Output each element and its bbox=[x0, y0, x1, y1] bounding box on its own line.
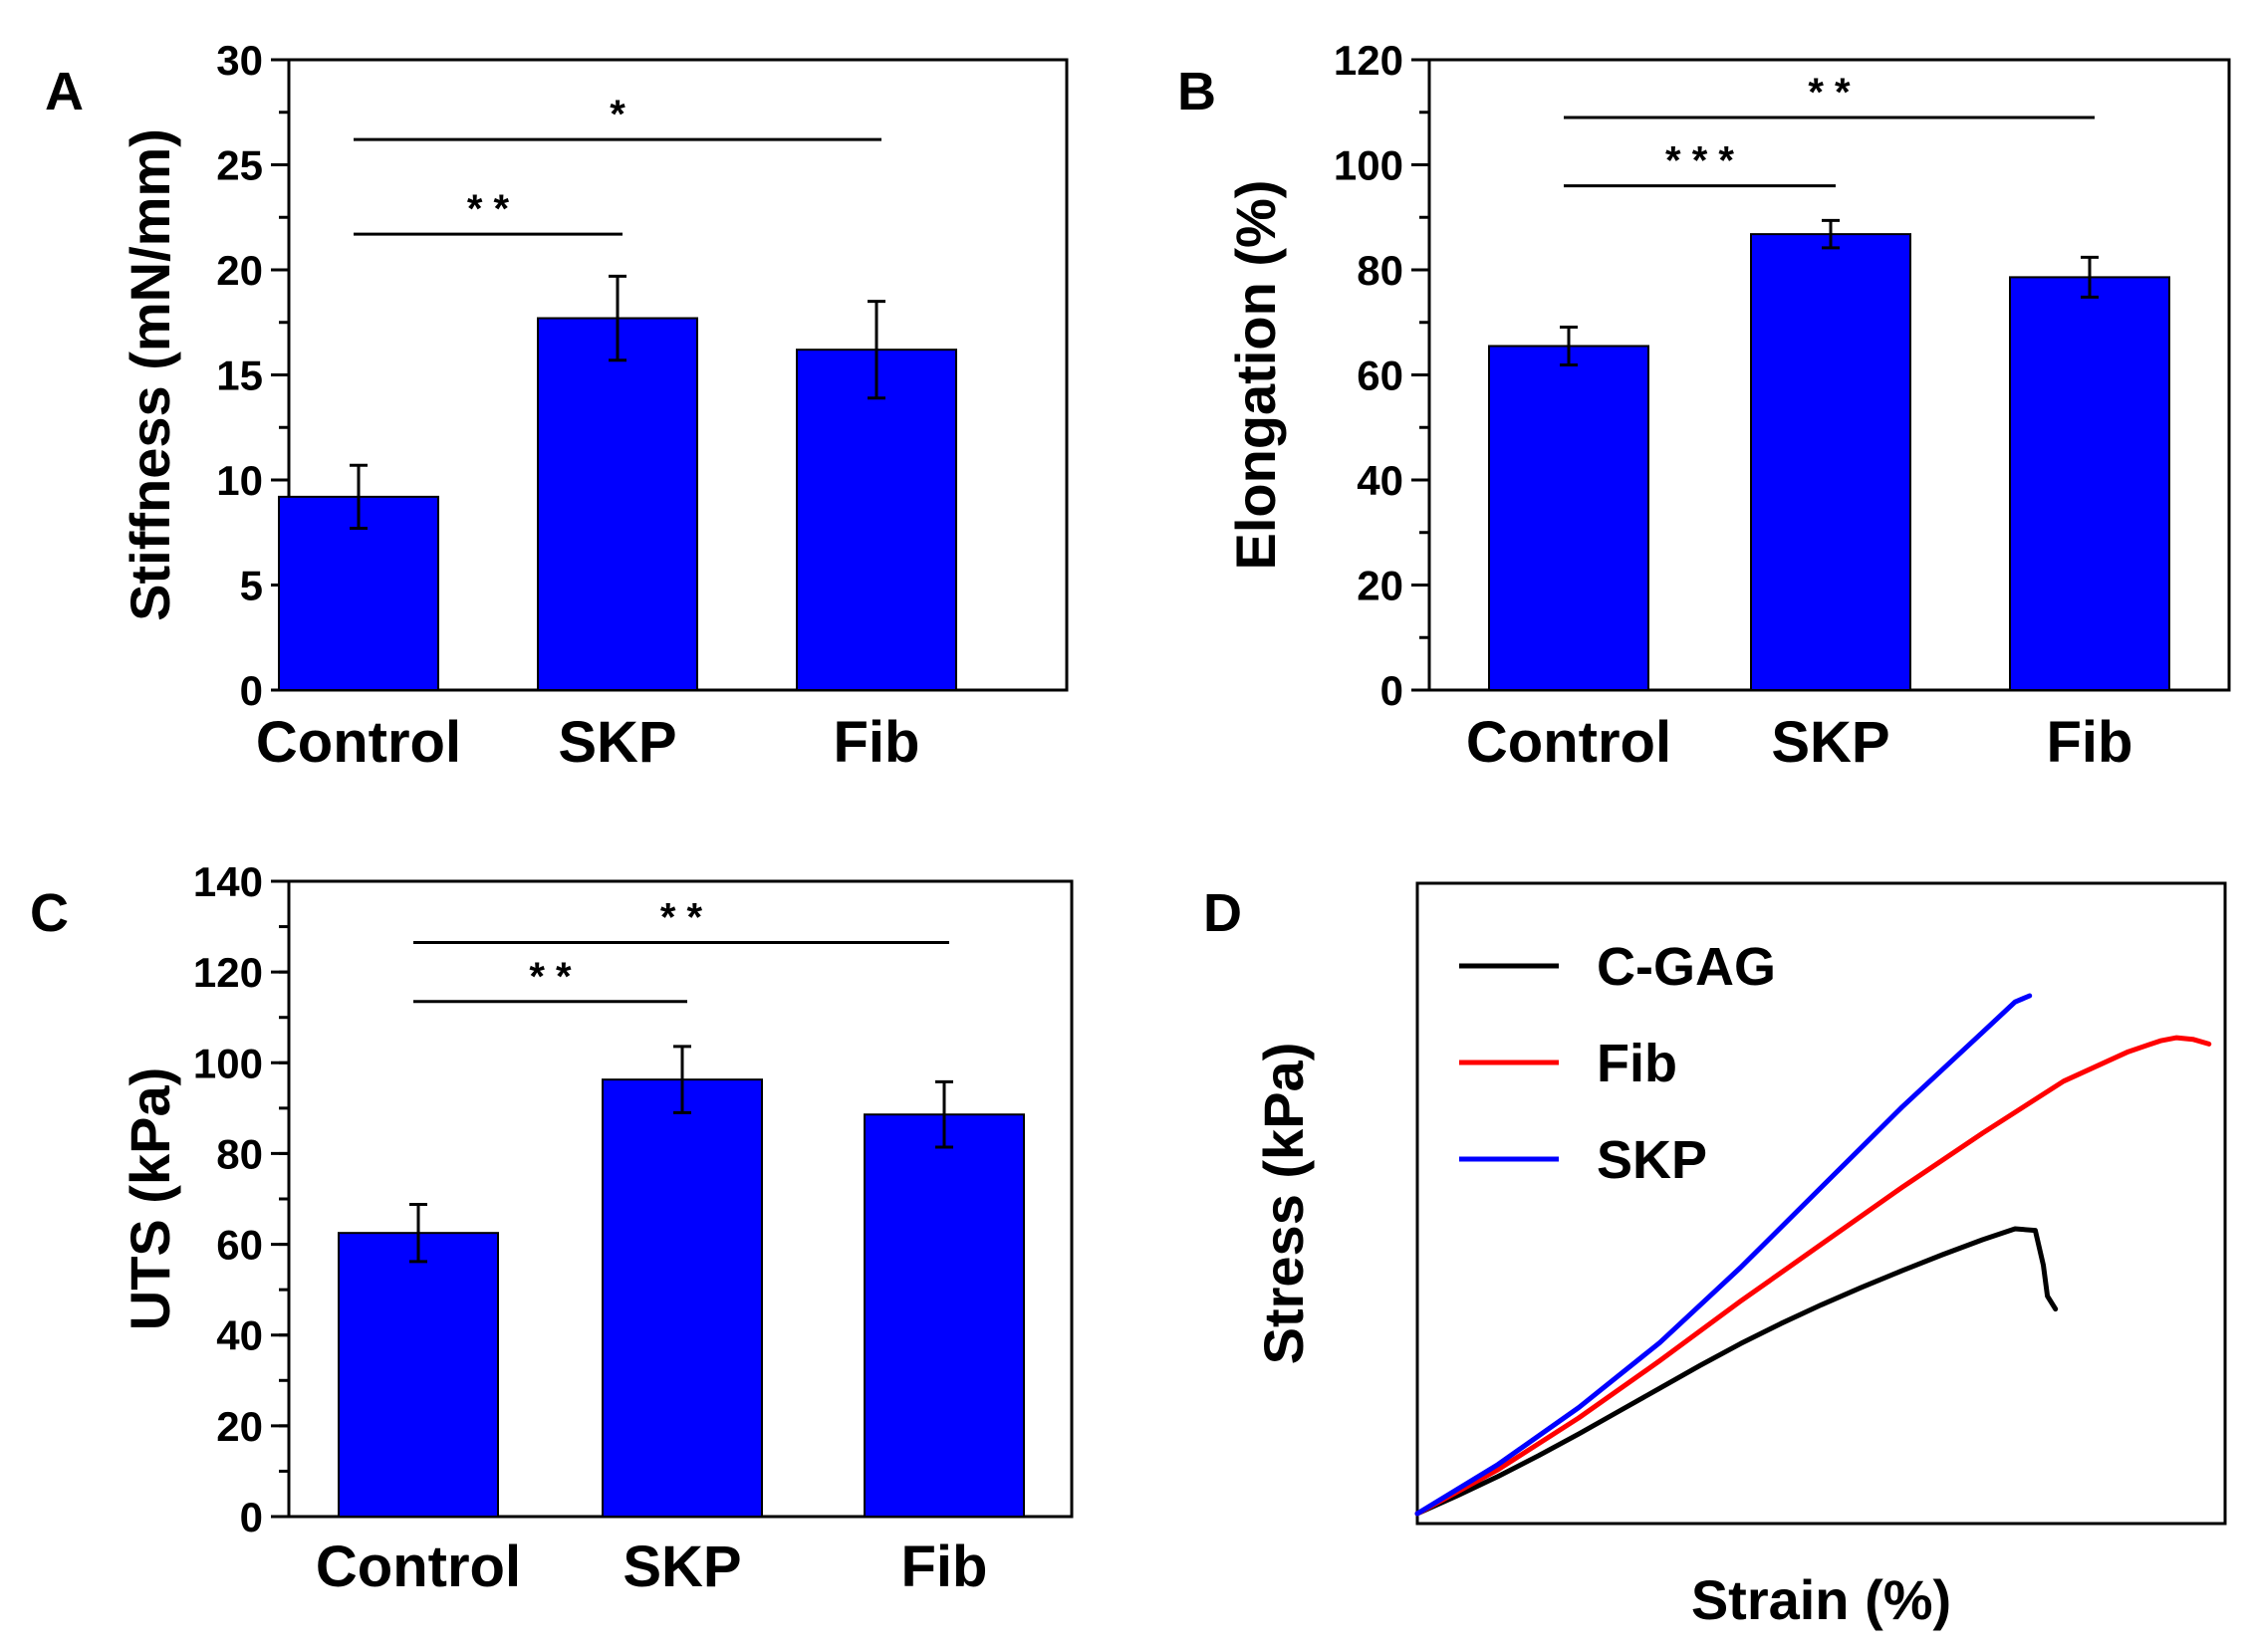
curve-skp bbox=[1414, 993, 2033, 1517]
category-label: Control bbox=[1466, 710, 1671, 775]
panel-letter: D bbox=[1203, 883, 1242, 943]
panel-c: C UTS (kPa) 0 20 40 60 80 100 120 140 Control SKP Fi… bbox=[30, 858, 1074, 1599]
bar-skp bbox=[602, 1078, 763, 1518]
y-tick-label: 0 bbox=[1380, 667, 1403, 714]
category-label: Control bbox=[316, 1534, 521, 1599]
category-label: Control bbox=[256, 710, 461, 775]
legend-label: C-GAG bbox=[1597, 937, 1776, 997]
bar-control bbox=[338, 1232, 499, 1519]
category-label: Fib bbox=[834, 710, 920, 775]
legend: C-GAG Fib SKP bbox=[1459, 937, 1776, 1190]
category-label: Fib bbox=[2047, 710, 2133, 775]
y-tick-label: 60 bbox=[1357, 353, 1403, 399]
y-tick-label: 10 bbox=[216, 457, 263, 504]
bar-control bbox=[1488, 345, 1649, 691]
y-tick-label: 20 bbox=[1357, 563, 1403, 609]
y-tick-label: 0 bbox=[240, 667, 263, 714]
significance-label: * bbox=[610, 93, 625, 136]
panel-a: A Stiffness (mN/mm) 0 5 10 15 20 25 30 Control SKP… bbox=[45, 37, 1069, 775]
y-tick-label: 120 bbox=[193, 949, 263, 996]
significance-label: * * bbox=[467, 187, 510, 231]
significance-label: * * bbox=[660, 896, 703, 940]
legend-label: Fib bbox=[1597, 1034, 1677, 1093]
plot-frame bbox=[1415, 881, 2227, 1526]
y-tick-label: 40 bbox=[216, 1312, 263, 1359]
panel-d: D Stress (kPa) Strain (%) C-GAG Fib SKP bbox=[1203, 881, 2227, 1631]
category-label: SKP bbox=[1771, 710, 1889, 775]
y-tick-label: 60 bbox=[216, 1222, 263, 1269]
y-tick-label: 25 bbox=[216, 142, 263, 189]
y-tick-label: 80 bbox=[1357, 247, 1403, 294]
y-tick-label: 5 bbox=[240, 563, 263, 609]
y-tick-label: 140 bbox=[193, 858, 263, 905]
panel-letter: A bbox=[45, 62, 84, 121]
y-tick-label: 100 bbox=[193, 1040, 263, 1086]
bar-fib bbox=[864, 1113, 1025, 1519]
y-tick-label: 0 bbox=[240, 1494, 263, 1540]
y-axis-title: Stiffness (mN/mm) bbox=[119, 128, 181, 621]
curve-fib bbox=[1414, 1035, 2212, 1517]
category-label: SKP bbox=[623, 1534, 741, 1599]
bar-skp bbox=[1750, 233, 1911, 691]
legend-label: SKP bbox=[1597, 1130, 1707, 1190]
significance-label: * * bbox=[529, 955, 572, 999]
panel-letter: B bbox=[1177, 62, 1216, 121]
y-tick-label: 80 bbox=[216, 1130, 263, 1177]
bar-fib bbox=[796, 349, 957, 691]
y-tick-label: 15 bbox=[216, 353, 263, 399]
y-tick-label: 30 bbox=[216, 37, 263, 84]
y-tick-label: 20 bbox=[216, 247, 263, 294]
y-tick-label: 120 bbox=[1334, 37, 1403, 84]
category-label: SKP bbox=[558, 710, 676, 775]
significance-label: * * * bbox=[1665, 139, 1734, 183]
x-axis-title: Strain (%) bbox=[1691, 1568, 1951, 1631]
y-axis-title: Elongation (%) bbox=[1224, 180, 1287, 571]
y-axis-title: Stress (kPa) bbox=[1252, 1043, 1315, 1365]
y-tick-label: 40 bbox=[1357, 457, 1403, 504]
y-axis-title: UTS (kPa) bbox=[119, 1067, 181, 1331]
bar-fib bbox=[2009, 276, 2170, 691]
category-label: Fib bbox=[901, 1534, 988, 1599]
significance-label: * * bbox=[1808, 71, 1851, 115]
y-tick-label: 20 bbox=[216, 1403, 263, 1450]
curve-c-gag bbox=[1414, 1226, 2059, 1517]
bar-skp bbox=[537, 317, 698, 691]
y-tick-label: 100 bbox=[1334, 142, 1403, 189]
panel-letter: C bbox=[30, 883, 69, 943]
